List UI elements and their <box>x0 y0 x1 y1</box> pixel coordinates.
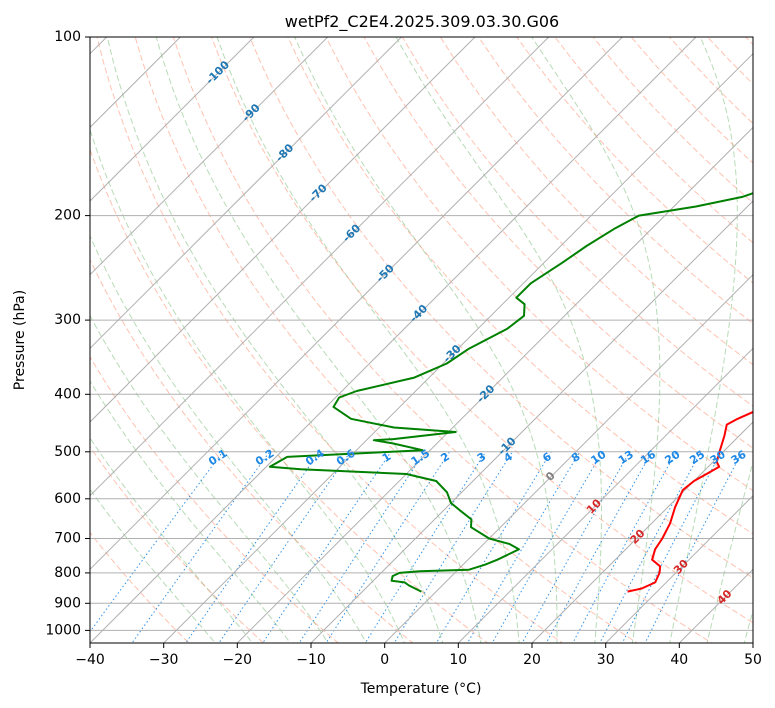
isotherm-line <box>90 37 624 571</box>
profile-lines <box>268 192 753 593</box>
y-tick-label: 200 <box>54 208 81 224</box>
x-tick-label: 30 <box>597 652 615 668</box>
isotherm-line <box>90 37 697 643</box>
y-tick-label: 600 <box>54 491 81 507</box>
x-tick-label: −30 <box>149 652 179 668</box>
x-tick-label: 40 <box>670 652 688 668</box>
dry-adiabat-line <box>96 37 564 643</box>
isotherm-line <box>310 200 753 643</box>
x-tick-label: −20 <box>223 652 253 668</box>
x-tick-label: 20 <box>523 652 541 668</box>
isotherm-line <box>90 37 329 276</box>
temperature-profile-line <box>627 410 753 593</box>
isotherm-line <box>457 347 753 643</box>
dry-adiabat-line <box>90 258 414 643</box>
y-tick-label: 800 <box>54 565 81 581</box>
y-tick-label: 500 <box>54 444 81 460</box>
y-axis-label: Pressure (hPa) <box>12 290 28 390</box>
isotherm-line <box>90 37 550 497</box>
y-tick-label: 100 <box>54 29 81 45</box>
isotherm-line <box>90 37 255 202</box>
x-tick-label: 10 <box>449 652 467 668</box>
dry-adiabat-line <box>363 37 753 449</box>
isotherm-line <box>531 421 753 643</box>
dry-adiabat-line <box>90 355 339 643</box>
y-tick-label: 1000 <box>45 622 81 638</box>
dry-adiabat-line <box>134 37 638 643</box>
plot-area: -100-90-80-70-60-50-40-30-20-10010203040… <box>90 37 753 643</box>
x-tick-label: 50 <box>744 652 762 668</box>
y-tick-label: 400 <box>54 386 81 402</box>
y-axis-ticks: 1000 900 800 700 600 500 400 300 200 100 <box>45 29 90 638</box>
isotherm-line <box>162 52 753 643</box>
plot-frame <box>89 36 754 644</box>
isotherm-line <box>604 494 753 643</box>
y-tick-label: 900 <box>54 595 81 611</box>
chart-title: wetPf2_C2E4.2025.309.03.30.G06 <box>285 12 559 32</box>
isotherm-line <box>90 37 476 423</box>
x-tick-label: −10 <box>296 652 326 668</box>
x-axis-label: Temperature (°C) <box>360 681 482 697</box>
dewpoint-profile-line <box>268 192 753 593</box>
x-tick-label: 0 <box>380 652 389 668</box>
y-tick-label: 700 <box>54 531 81 547</box>
isotherm-gridlines <box>90 37 753 643</box>
moist-adiabat-line <box>216 37 520 643</box>
isotherm-line <box>383 273 753 643</box>
dry-adiabat-line <box>90 148 489 643</box>
dry-adiabat-line <box>90 531 190 643</box>
x-tick-label: −40 <box>75 652 105 668</box>
dry-adiabat-line <box>439 37 753 366</box>
x-axis-ticks: −40 −30 −20 −10 0 10 20 30 40 50 <box>75 643 762 668</box>
y-tick-label: 300 <box>54 312 81 328</box>
moist-adiabat-line <box>669 37 738 643</box>
isotherm-line <box>236 126 753 643</box>
dry-adiabat-line <box>325 37 753 492</box>
isotherm-line <box>90 37 403 350</box>
